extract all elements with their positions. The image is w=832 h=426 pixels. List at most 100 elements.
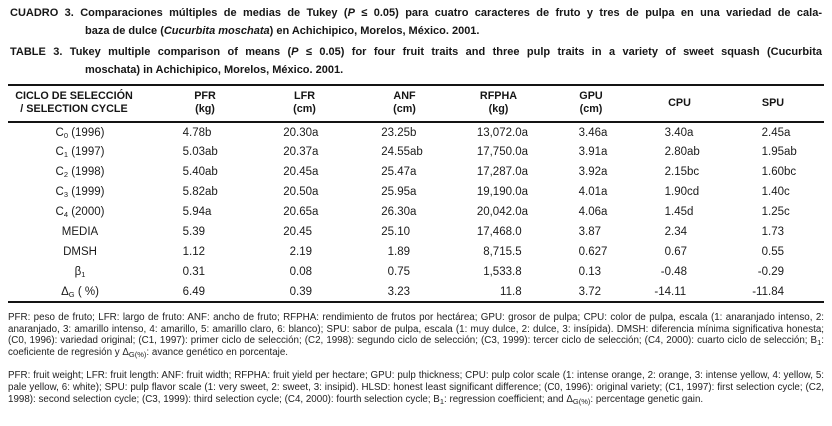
cell-cpu: 2.80ab	[664, 146, 700, 158]
cell-rfpha: 1,533.8	[483, 266, 522, 278]
cell-cpu: 2.15bc	[664, 166, 700, 178]
cell-anf: 26.30a	[381, 206, 417, 218]
column-header-anf: ANF (cm)	[393, 90, 416, 115]
cell-pfr: 5.40ab	[182, 166, 218, 178]
cell-gpu: 3.87	[578, 226, 601, 238]
cell-cpu: 1.45d	[664, 206, 694, 218]
column-header-cpu: CPU	[668, 96, 691, 109]
cell-pfr: 5.03ab	[182, 146, 218, 158]
cell-cpu: 2.34	[664, 226, 687, 238]
row-label: C1 (1997)	[55, 146, 105, 159]
table-header: CICLO DE SELECCIÓN / SELECTION CYCLE PFR (k…	[8, 85, 824, 122]
cell-anf: 3.23	[387, 285, 410, 298]
cell-rfpha: 13,072.0a	[476, 126, 528, 139]
cell-lfr: 20.50a	[283, 186, 319, 198]
column-header-lfr: LFR (cm)	[293, 90, 316, 115]
caption-english-line1: TABLE 3. Tukey multiple comparison of me…	[10, 46, 822, 58]
cell-rfpha: 11.8	[500, 285, 522, 298]
cell-gpu: 3.92a	[578, 166, 608, 178]
cell-spu: 1.40c	[761, 186, 790, 198]
row-label: C4 (2000)	[55, 206, 105, 219]
cell-gpu: 4.06a	[578, 206, 608, 218]
cell-lfr: 20.30a	[283, 126, 319, 139]
cell-anf: 0.75	[387, 266, 410, 278]
cell-gpu: 3.46a	[578, 126, 608, 139]
cell-lfr: 0.39	[289, 285, 312, 298]
table-header-row: CICLO DE SELECCIÓN / SELECTION CYCLE PFR (k…	[8, 85, 824, 122]
cell-anf: 25.10	[381, 226, 410, 238]
cell-lfr: 20.45	[283, 226, 312, 238]
cell-lfr: 20.45a	[283, 166, 319, 178]
column-header-gpu: GPU (cm)	[579, 90, 603, 115]
table-row-4: C4 (2000) 5.94a 20.65a 26.30a 20,042.0a 4.06a…	[8, 202, 824, 222]
cell-cpu: -0.48	[660, 266, 687, 278]
caption-spanish-line2: baza de dulce (Cucurbita moschata) en Ac…	[85, 25, 480, 37]
cell-spu: 0.55	[761, 246, 784, 258]
row-label: DMSH	[63, 246, 97, 258]
column-header-rfpha: RFPHA (kg)	[479, 90, 518, 115]
cell-spu: 2.45a	[761, 126, 791, 139]
cell-gpu: 3.72	[578, 285, 601, 298]
tukey-comparison-table: CICLO DE SELECCIÓN / SELECTION CYCLE PFR (k…	[8, 84, 824, 303]
cell-anf: 25.95a	[381, 186, 417, 198]
cell-lfr: 2.19	[289, 246, 312, 258]
cell-rfpha: 17,468.0	[476, 226, 522, 238]
table-row-8: ΔG ( %) 6.49 0.39 3.23 11.8 3.72 -14.11 -11.84	[8, 282, 824, 302]
caption-spanish-line1: CUADRO 3. Comparaciones múltiples de med…	[10, 7, 822, 19]
column-header-spu: SPU	[761, 96, 785, 109]
cell-anf: 24.55ab	[381, 146, 423, 158]
cell-spu: -11.84	[752, 285, 784, 298]
row-label: ΔG ( %)	[61, 285, 99, 299]
column-header-cycle: CICLO DE SELECCIÓN / SELECTION CYCLE	[15, 90, 133, 115]
row-label: β1	[74, 266, 86, 279]
column-header-pfr: PFR (kg)	[194, 90, 216, 115]
table-row-1: C1 (1997) 5.03ab 20.37a 24.55ab 17,750.0a 3.9…	[8, 142, 824, 162]
cell-spu: 1.60bc	[761, 166, 797, 178]
row-label: C2 (1998)	[55, 166, 105, 179]
caption-spanish: CUADRO 3. Comparaciones múltiples de med…	[0, 4, 832, 40]
cell-cpu: 1.90cd	[664, 186, 700, 198]
footnote-english: PFR: fruit weight; LFR: fruit length: AN…	[8, 370, 824, 406]
caption-english-line2: moschata) in Achichipico, Morelos, Méxic…	[85, 64, 344, 76]
cell-pfr: 5.82ab	[182, 186, 218, 198]
cell-spu: 1.95ab	[761, 146, 797, 158]
cell-pfr: 0.31	[182, 266, 205, 278]
row-label: C0 (1996)	[55, 126, 105, 140]
row-label: C3 (1999)	[55, 186, 105, 199]
table-row-6: DMSH 1.12 2.19 1.89 8,715.5 0.627 0.67 0.55	[8, 242, 824, 262]
cell-spu: 1.25c	[761, 206, 790, 218]
cell-anf: 1.89	[387, 246, 410, 258]
cell-pfr: 5.39	[182, 226, 205, 238]
table-row-2: C2 (1998) 5.40ab 20.45a 25.47a 17,287.0a 3.92…	[8, 162, 824, 182]
cell-pfr: 6.49	[182, 285, 205, 298]
cell-anf: 23.25b	[381, 126, 417, 139]
cell-cpu: 0.67	[664, 246, 687, 258]
cell-gpu: 3.91a	[578, 146, 608, 158]
cell-rfpha: 19,190.0a	[476, 186, 528, 198]
page: CUADRO 3. Comparaciones múltiples de med…	[0, 4, 832, 405]
cell-rfpha: 17,750.0a	[476, 146, 528, 158]
cell-spu: 1.73	[761, 226, 784, 238]
cell-pfr: 5.94a	[182, 206, 212, 218]
cell-gpu: 0.13	[578, 266, 601, 278]
cell-pfr: 4.78b	[182, 126, 212, 139]
cell-pfr: 1.12	[182, 246, 205, 258]
cell-lfr: 20.37a	[283, 146, 319, 158]
cell-gpu: 4.01a	[578, 186, 608, 198]
table-row-0: C0 (1996) 4.78b 20.30a 23.25b 13,072.0a 3.46a…	[8, 122, 824, 142]
cell-lfr: 0.08	[289, 266, 312, 278]
cell-rfpha: 8,715.5	[483, 246, 522, 258]
cell-spu: -0.29	[757, 266, 784, 278]
table-row-5: MEDIA 5.39 20.45 25.10 17,468.0 3.87 2.34 1.73	[8, 222, 824, 242]
cell-anf: 25.47a	[381, 166, 417, 178]
cell-cpu: 3.40a	[664, 126, 694, 139]
footnote-spanish: PFR: peso de fruto; LFR: largo de fruto:…	[8, 312, 824, 359]
table-row-7: β1 0.31 0.08 0.75 1,533.8 0.13 -0.48 -0.29	[8, 262, 824, 282]
row-label: MEDIA	[61, 226, 99, 238]
caption-english: TABLE 3. Tukey multiple comparison of me…	[0, 43, 832, 79]
table-row-3: C3 (1999) 5.82ab 20.50a 25.95a 19,190.0a 4.01…	[8, 182, 824, 202]
cell-lfr: 20.65a	[283, 206, 319, 218]
cell-rfpha: 17,287.0a	[476, 166, 528, 178]
cell-cpu: -14.11	[654, 285, 687, 298]
table-body: C0 (1996) 4.78b 20.30a 23.25b 13,072.0a 3.46a…	[8, 122, 824, 302]
